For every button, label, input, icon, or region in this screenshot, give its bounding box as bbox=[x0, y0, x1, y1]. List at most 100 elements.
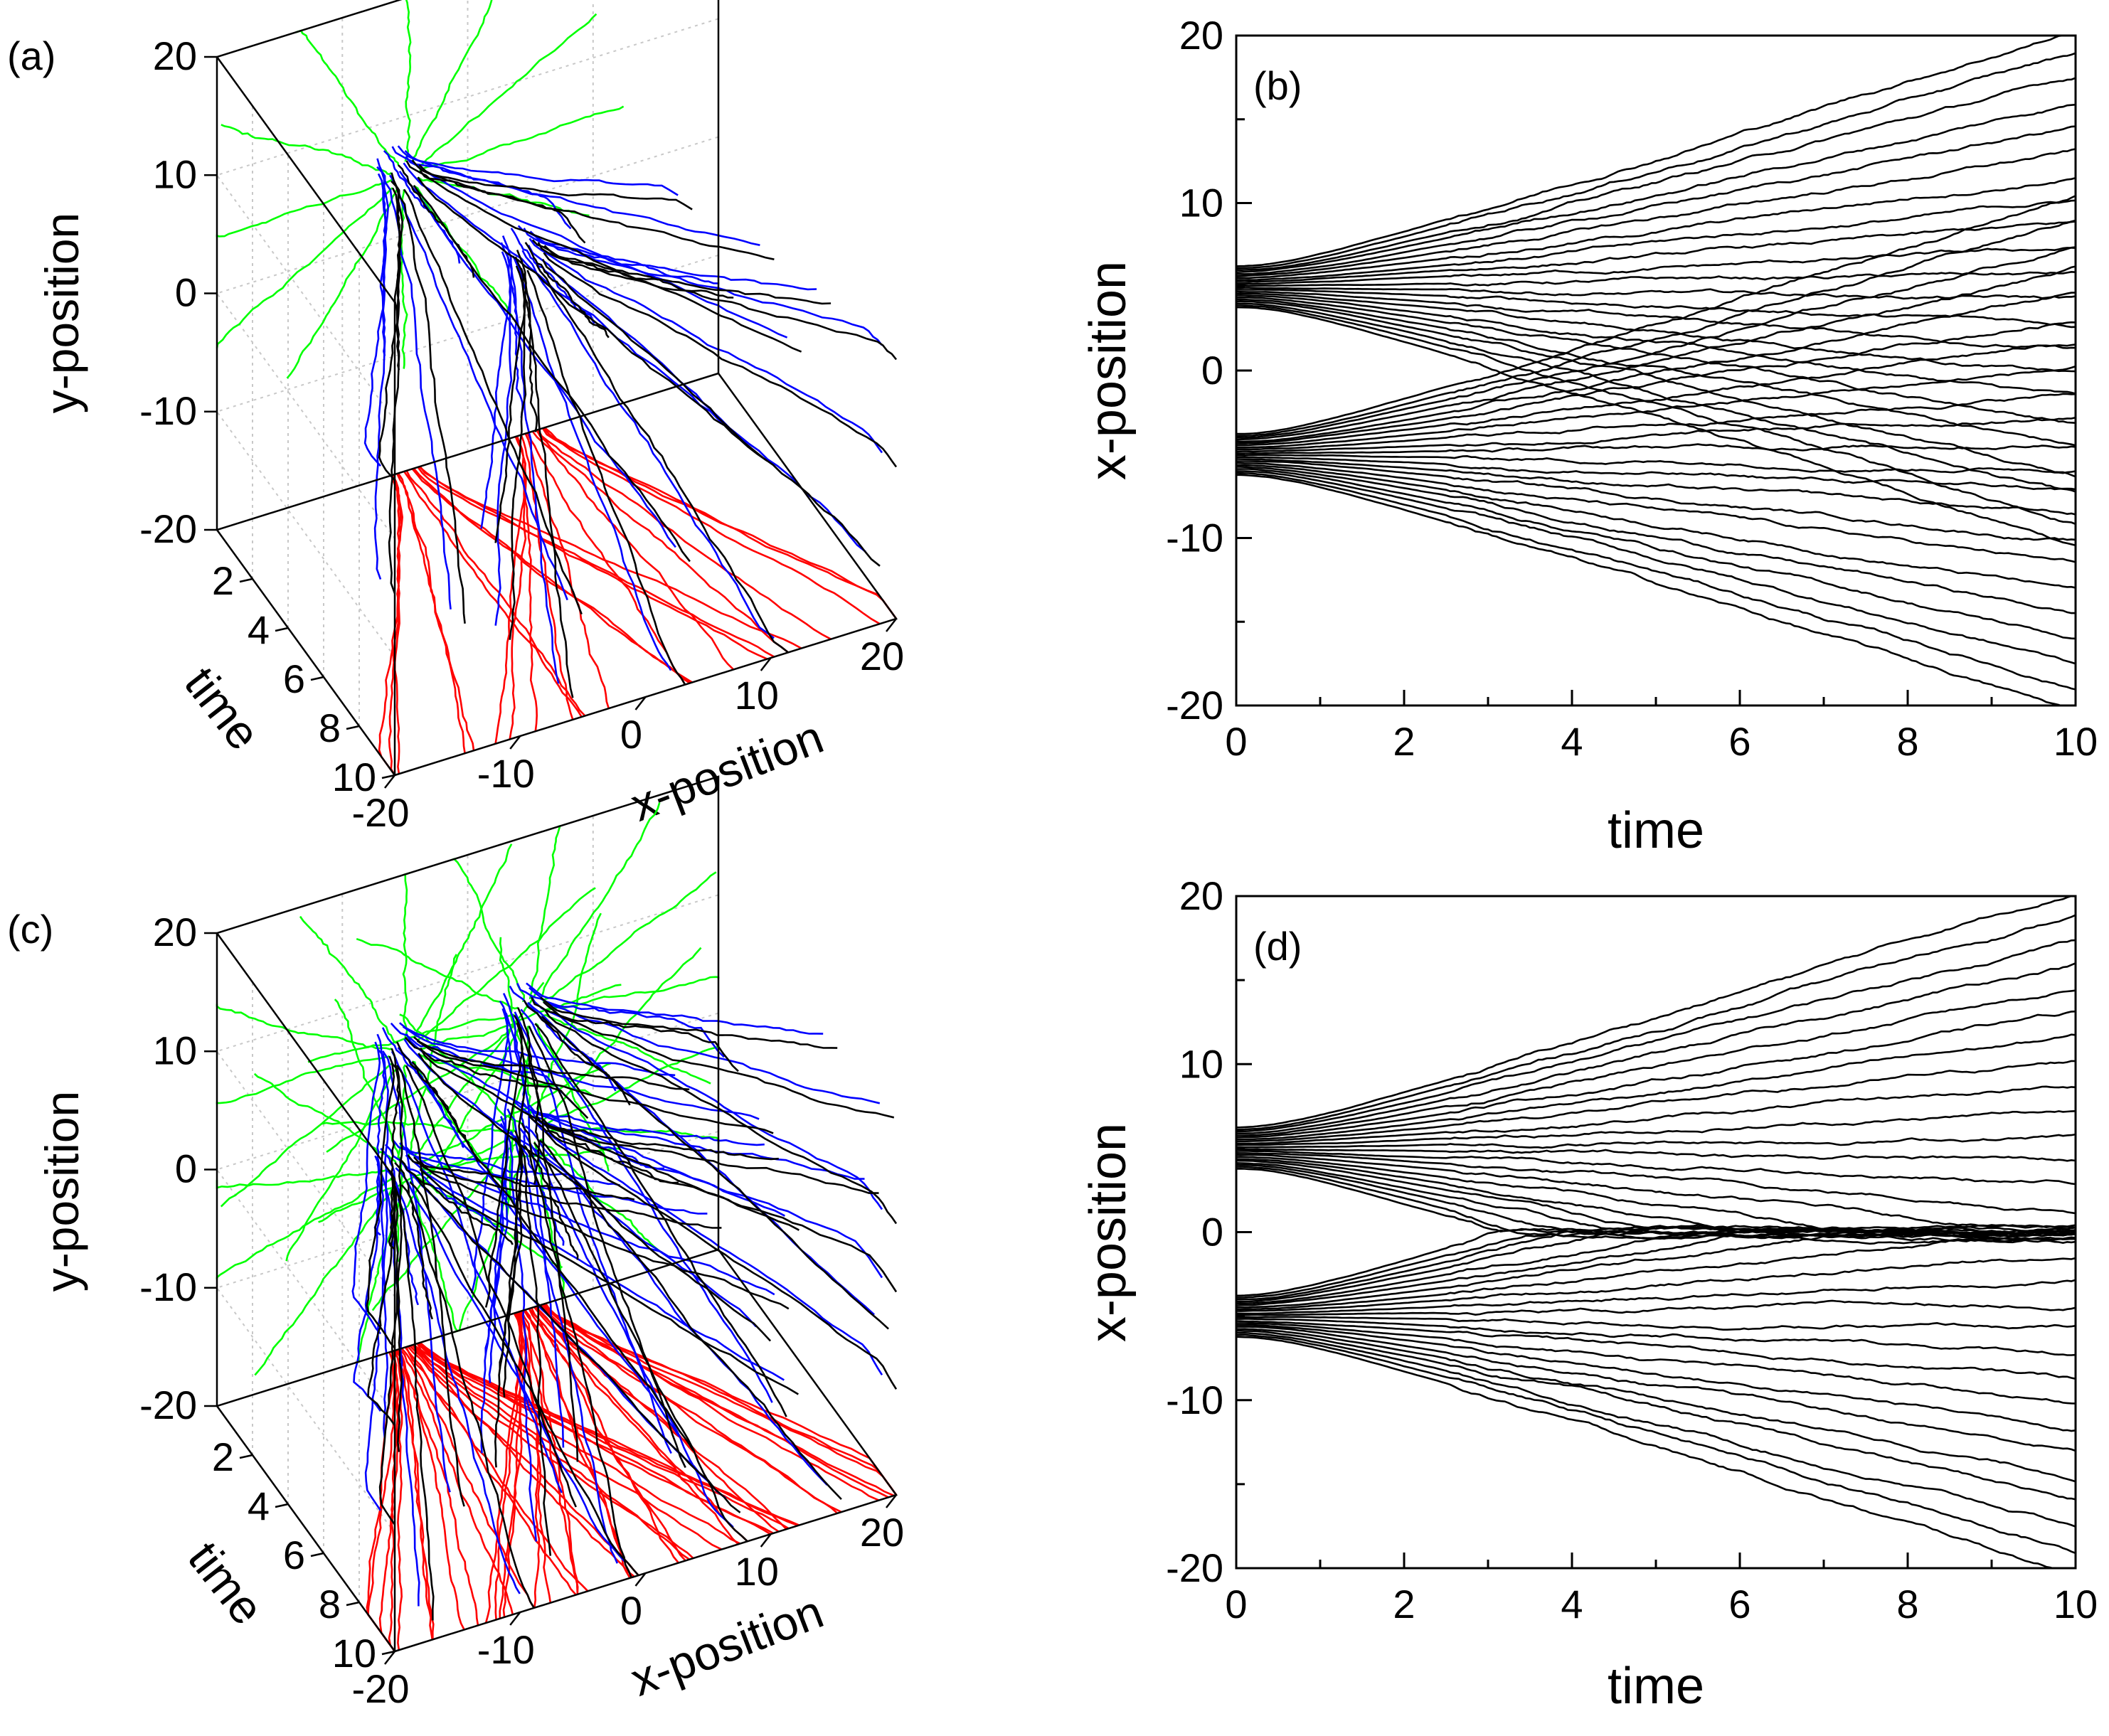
panel-d-trajectory-line bbox=[1236, 1154, 2076, 1229]
green-x-y-projection-line bbox=[285, 1065, 399, 1262]
black-trajectory-line bbox=[388, 1048, 400, 1250]
y-tick-label: -10 bbox=[1166, 516, 1223, 560]
panel-b-trajectories bbox=[1236, 36, 2076, 705]
black-trajectory-line bbox=[411, 159, 693, 211]
panel-d-trajectory-line bbox=[1236, 1085, 2076, 1145]
red-time-x-projection-line bbox=[528, 1308, 679, 1564]
green-x-y-projection-line bbox=[453, 1145, 526, 1333]
red-time-x-projection-line bbox=[544, 1303, 898, 1496]
time-tick bbox=[346, 725, 360, 730]
panel-b-xlabel: time bbox=[1608, 802, 1704, 859]
panel-b-trajectory-line bbox=[1236, 287, 2076, 300]
panel-b-trajectory-line bbox=[1236, 220, 2076, 283]
x-tick-label: 20 bbox=[860, 1510, 904, 1555]
y-tick-label: 10 bbox=[153, 1028, 197, 1072]
blue-time-y-projection-line bbox=[526, 982, 824, 1035]
panel-d-trajectory-line bbox=[1236, 1336, 2056, 1568]
panel-b-trajectory-line bbox=[1236, 468, 2076, 640]
panel-b-trajectory-line bbox=[1236, 270, 2076, 287]
black-trajectory-line bbox=[526, 270, 686, 686]
black-trajectory-line bbox=[417, 176, 768, 462]
green-x-y-projection-line bbox=[416, 887, 596, 1042]
x-tick bbox=[509, 735, 521, 750]
panel-d-trajectory-line bbox=[1236, 1331, 2076, 1528]
blue-time-y-projection-line bbox=[391, 146, 572, 230]
panel-a-time-label: time bbox=[175, 657, 271, 760]
y-tick-label: 20 bbox=[153, 33, 197, 78]
y-tick-label: 0 bbox=[175, 1146, 197, 1191]
blue-time-y-projection-line bbox=[386, 1170, 521, 1594]
panel-b-trajectory-line bbox=[1236, 292, 2076, 443]
blue-time-y-projection-line bbox=[494, 251, 513, 626]
panel-b-trajectory-line bbox=[1236, 460, 2076, 541]
panel-d-trajectory-line bbox=[1236, 1133, 2076, 1149]
panel-d-trajectory-line bbox=[1236, 1257, 2076, 1312]
red-time-x-projection-line bbox=[524, 433, 610, 709]
x-tick-label: 8 bbox=[1896, 719, 1918, 764]
blue-time-y-projection-line bbox=[363, 166, 390, 467]
black-trajectory-line bbox=[395, 188, 466, 624]
blue-time-y-projection-line bbox=[384, 1144, 499, 1231]
panel-c-black-trajectories bbox=[366, 996, 898, 1621]
time-tick-label: 4 bbox=[248, 1484, 270, 1528]
blue-time-y-projection-line bbox=[524, 1125, 828, 1486]
red-time-x-projection-line bbox=[509, 436, 527, 740]
black-trajectory-line bbox=[388, 187, 402, 595]
panel-d-trajectory-line bbox=[1236, 1322, 2076, 1405]
panel-d-trajectory-line bbox=[1236, 1333, 2076, 1555]
panel-b-trajectory-line bbox=[1236, 393, 2076, 451]
black-trajectory-line bbox=[367, 1169, 396, 1426]
green-x-y-projection-line bbox=[399, 1013, 522, 1124]
black-trajectory-line bbox=[418, 164, 775, 260]
time-tick-label: 2 bbox=[212, 558, 234, 603]
panel-d-2d-plot: 0 2 4 6 8 10 -20 -10 0 10 20 (d) time x-position bbox=[1080, 873, 2098, 1715]
x-tick-label: 10 bbox=[735, 673, 779, 718]
green-x-y-projection-line bbox=[220, 1062, 394, 1208]
time-tick-label: 10 bbox=[332, 755, 376, 799]
blue-time-y-projection-line bbox=[528, 1104, 865, 1180]
x-tick bbox=[509, 1612, 521, 1626]
x-tick bbox=[760, 1533, 772, 1548]
red-time-x-projection-line bbox=[417, 467, 768, 660]
grid-line bbox=[216, 254, 719, 658]
panel-b-trajectory-line bbox=[1236, 472, 2076, 691]
blue-time-y-projection-line bbox=[530, 1117, 883, 1375]
panel-b-trajectory-line bbox=[1236, 321, 2076, 444]
black-trajectory-line bbox=[419, 170, 802, 353]
axis-frame-line bbox=[393, 302, 898, 777]
grid-line bbox=[216, 1249, 719, 1652]
time-tick bbox=[239, 577, 253, 583]
y-tick-label: -10 bbox=[1166, 1378, 1223, 1422]
green-x-y-projection-line bbox=[400, 189, 408, 369]
blue-time-y-projection-line bbox=[399, 1142, 708, 1215]
blue-time-y-projection-line bbox=[529, 230, 883, 346]
panel-a-blue-projection bbox=[363, 145, 883, 684]
panel-b-trajectory-line bbox=[1236, 456, 2076, 491]
time-tick bbox=[381, 774, 395, 779]
panel-b-trajectory-line bbox=[1236, 464, 2076, 589]
x-tick-label: 10 bbox=[735, 1549, 779, 1594]
y-tick-label: 0 bbox=[1201, 348, 1223, 393]
panel-d-trajectory-line bbox=[1236, 1320, 2076, 1380]
panel-b-trajectory-line bbox=[1236, 247, 2076, 285]
red-time-x-projection-line bbox=[543, 427, 898, 619]
x-tick-label: 10 bbox=[2054, 1582, 2098, 1626]
panel-b-ylabel: x-position bbox=[1080, 261, 1137, 480]
black-trajectory-line bbox=[518, 1143, 552, 1556]
x-tick-label: 0 bbox=[620, 712, 642, 757]
panel-d-trajectory-line bbox=[1236, 1316, 2076, 1331]
x-tick-label: 8 bbox=[1896, 1582, 1918, 1626]
black-trajectory-line bbox=[413, 185, 691, 563]
x-tick-label: 4 bbox=[1561, 1582, 1583, 1626]
panel-b-trajectory-line bbox=[1236, 454, 2076, 474]
blue-time-y-projection-line bbox=[395, 1167, 625, 1562]
y-tick-label: -20 bbox=[1166, 683, 1223, 728]
green-x-y-projection-line bbox=[542, 871, 717, 1003]
panel-b-trajectory-line bbox=[1236, 365, 2076, 449]
black-trajectory-line bbox=[404, 1036, 589, 1119]
blue-time-y-projection-line bbox=[530, 995, 883, 1210]
blue-time-y-projection-line bbox=[519, 1127, 734, 1528]
panel-b-trajectory-line bbox=[1236, 416, 2076, 453]
x-tick bbox=[384, 774, 395, 789]
